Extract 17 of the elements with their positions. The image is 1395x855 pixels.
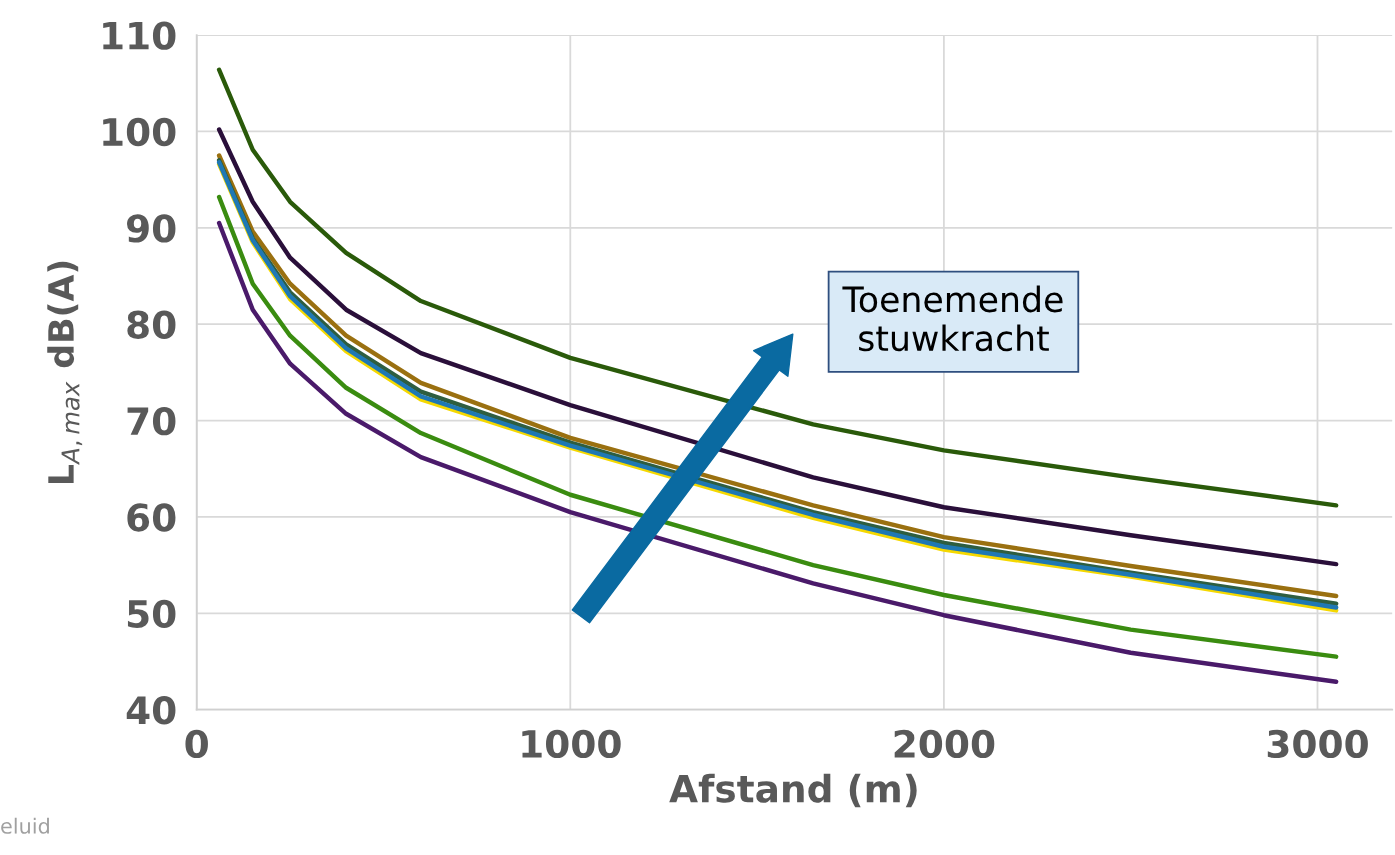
y-tick-label: 70: [127, 406, 176, 436]
x-tick-label: 0: [185, 729, 208, 759]
y-tick-label: 90: [127, 214, 176, 243]
line-series: [216, 67, 1339, 508]
y-tick-label: 50: [127, 599, 176, 629]
annotation: Toenemende stuwkracht: [842, 285, 1063, 352]
y-tick-label: 110: [103, 21, 176, 50]
y-axis-title: L$_{A,max}$ dB(A): [47, 261, 83, 484]
text: eluid: [1, 817, 49, 834]
x-tick-label: 2000: [894, 729, 995, 759]
x-tick-label: 1000: [522, 729, 621, 759]
x-tick-label: 3000: [1267, 729, 1368, 759]
y-tick-label: 40: [126, 696, 176, 725]
y-tick-label: 80: [127, 310, 176, 339]
x-axis-title: Afstand (m): [669, 773, 917, 808]
y-tick-label: 60: [127, 503, 176, 532]
y-tick-label: 100: [103, 117, 176, 147]
